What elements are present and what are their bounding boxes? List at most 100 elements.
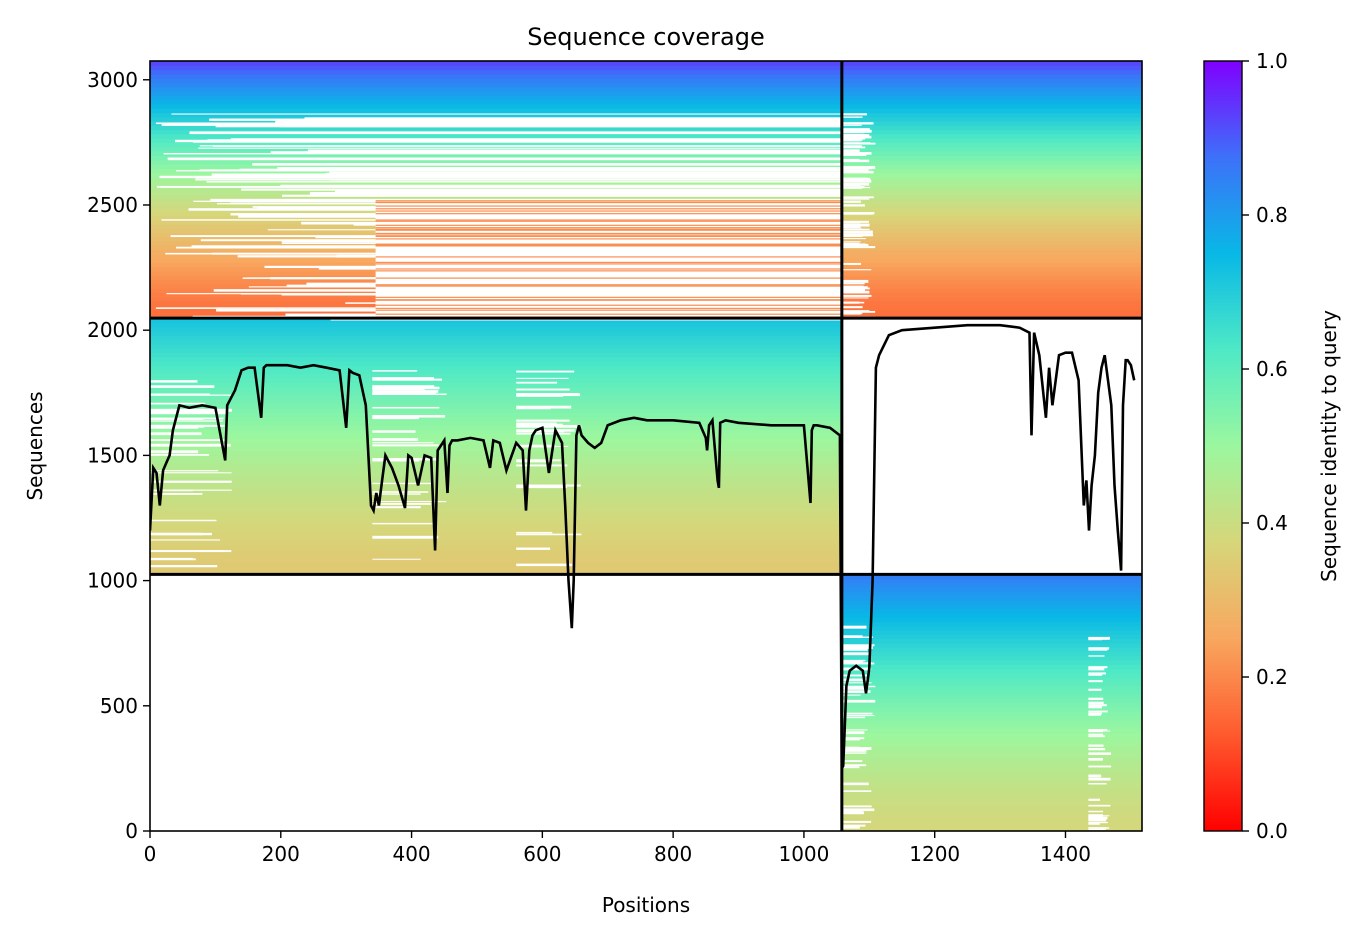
heatmap-band xyxy=(841,689,1142,695)
heatmap-band xyxy=(150,373,842,379)
gap-streak xyxy=(841,186,862,189)
gap-streak xyxy=(150,450,199,454)
gap-region-streak xyxy=(375,277,842,279)
gap-streak xyxy=(841,824,866,827)
plot-frame xyxy=(149,60,1143,832)
gap-streak xyxy=(270,151,842,154)
heatmap-band xyxy=(841,103,1142,109)
heatmap-band xyxy=(841,91,1142,96)
gap-region-streak xyxy=(375,261,842,264)
gap-streak xyxy=(516,423,563,426)
gap-region-streak xyxy=(375,200,842,202)
heatmap-band xyxy=(150,390,842,396)
heatmap-blocks xyxy=(150,61,1142,831)
gap-region-streak xyxy=(375,263,842,265)
heatmap-band xyxy=(841,715,1142,721)
heatmap-band xyxy=(150,369,842,375)
gap-region-streak xyxy=(375,235,842,237)
heatmap-band xyxy=(841,788,1142,794)
gap-streak xyxy=(150,402,206,405)
gap-streak xyxy=(841,294,872,297)
heatmap-band xyxy=(841,595,1142,601)
heatmap-band xyxy=(150,326,842,332)
coverage-line xyxy=(150,323,1136,774)
heatmap-band xyxy=(150,531,842,537)
gap-region-streak xyxy=(375,309,842,311)
gap-streak xyxy=(329,171,842,174)
gap-streak xyxy=(372,370,418,372)
heatmap-band xyxy=(150,159,842,165)
heatmap-band xyxy=(841,305,1142,311)
heatmap-band xyxy=(150,108,842,114)
heatmap-band xyxy=(841,78,1142,84)
heatmap-band xyxy=(841,801,1142,806)
gap-streak xyxy=(841,279,869,283)
gap-streak xyxy=(1088,748,1106,751)
gap-streak xyxy=(1088,810,1104,813)
gap-streak xyxy=(1088,712,1102,715)
gap-streak xyxy=(372,522,437,525)
gap-streak xyxy=(372,482,433,485)
gap-streak xyxy=(516,547,551,550)
heatmap-band xyxy=(841,185,1142,191)
gap-region-streak xyxy=(375,304,842,306)
heatmap-band xyxy=(150,459,842,464)
gap-streak xyxy=(175,139,842,143)
gap-streak xyxy=(346,190,842,193)
heatmap-band xyxy=(841,133,1142,139)
gap-streak xyxy=(841,749,867,752)
gap-region-streak xyxy=(375,244,842,246)
heatmap-band xyxy=(150,181,842,186)
gap-streak xyxy=(841,139,861,142)
heatmap-band xyxy=(841,168,1142,174)
gap-streak xyxy=(516,419,570,422)
gap-streak xyxy=(309,191,842,195)
heatmap-band xyxy=(841,694,1142,699)
gap-streak xyxy=(841,289,866,292)
heatmap-band xyxy=(150,399,842,405)
heatmap-band xyxy=(150,484,842,490)
gap-streak xyxy=(841,820,872,823)
gap-region-streak xyxy=(375,210,842,212)
heatmap-block-chain1-seqs1 xyxy=(150,318,842,578)
heatmap-band xyxy=(841,719,1142,725)
gap-streak xyxy=(841,212,875,215)
heatmap-band xyxy=(841,206,1142,212)
heatmap-band xyxy=(841,612,1142,618)
heatmap-band xyxy=(841,198,1142,204)
heatmap-band xyxy=(841,288,1142,294)
heatmap-band xyxy=(841,73,1142,79)
gap-streak xyxy=(1088,827,1110,829)
heatmap-band xyxy=(841,279,1142,285)
heatmap-band xyxy=(841,275,1142,281)
heatmap-band xyxy=(841,813,1142,819)
gap-streak xyxy=(841,682,872,684)
gap-streak xyxy=(1088,752,1112,756)
gap-streak xyxy=(841,134,870,137)
gap-streak xyxy=(841,747,872,750)
heatmap-band xyxy=(150,446,842,452)
gap-region-streak xyxy=(375,229,842,231)
gap-streak xyxy=(841,116,863,118)
colorbar-tick-label: 1.0 xyxy=(1256,49,1288,73)
heatmap-band xyxy=(150,365,842,371)
gap-streak xyxy=(150,480,232,483)
gap-streak xyxy=(1088,744,1104,747)
x-tick-label: 600 xyxy=(523,842,561,866)
gap-streak xyxy=(198,147,842,149)
gap-region-streak xyxy=(375,313,842,315)
gap-streak xyxy=(841,223,870,227)
heatmap-band xyxy=(841,283,1142,289)
gap-streak xyxy=(372,501,447,503)
gap-streak xyxy=(841,269,872,271)
heatmap-band xyxy=(150,146,842,152)
heatmap-band xyxy=(841,574,1142,580)
colorbar-tick-label: 0.4 xyxy=(1256,511,1288,535)
heatmap-band xyxy=(841,253,1142,259)
gap-streak xyxy=(150,565,218,568)
gap-streak xyxy=(150,408,232,412)
gap-streak xyxy=(1088,782,1107,785)
gap-streak xyxy=(1088,729,1103,733)
heatmap-band xyxy=(150,471,842,477)
gap-streak xyxy=(252,163,842,166)
